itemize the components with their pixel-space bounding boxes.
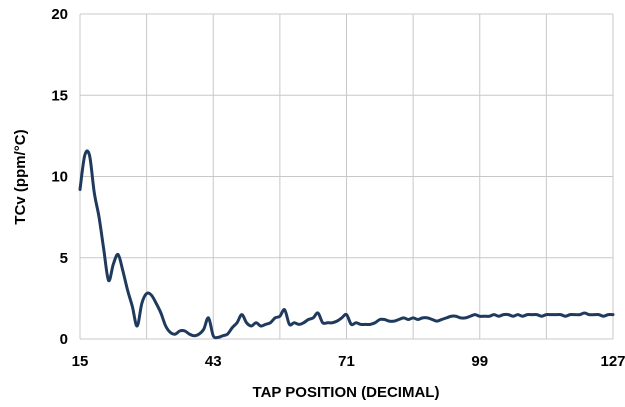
series-line [78,149,615,340]
x-tick-label: 43 [205,353,222,370]
y-tick-label: 20 [51,6,68,23]
x-tick-label: 127 [600,353,625,370]
tick-labels: 15 43 71 99 127 0 5 10 15 20 [51,6,625,370]
y-tick-label: 0 [60,331,68,348]
x-tick-label: 15 [72,353,89,370]
y-axis-title: TCv (ppm/°C) [12,129,29,224]
x-tick-label: 71 [338,353,355,370]
x-tick-label: 99 [471,353,488,370]
grid [79,13,614,340]
y-tick-label: 10 [51,169,68,186]
y-tick-label: 15 [51,87,68,104]
y-tick-label: 5 [60,250,68,267]
x-axis-title: TAP POSITION (DECIMAL) [253,384,440,401]
